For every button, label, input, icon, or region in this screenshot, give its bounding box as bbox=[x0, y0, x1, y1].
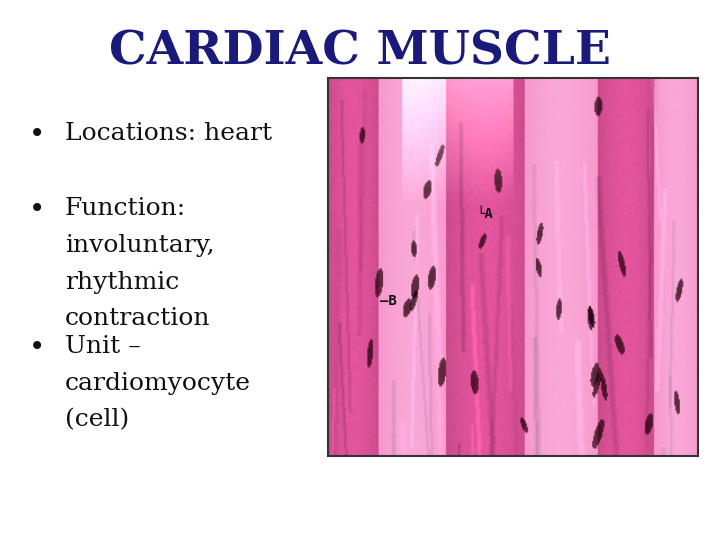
Text: CARDIAC MUSCLE: CARDIAC MUSCLE bbox=[109, 28, 611, 75]
Text: contraction: contraction bbox=[65, 307, 210, 330]
Text: –B: –B bbox=[379, 294, 396, 308]
Text: └A: └A bbox=[476, 207, 492, 221]
Text: Unit –: Unit – bbox=[65, 335, 140, 358]
Text: •: • bbox=[29, 122, 45, 148]
Text: rhythmic: rhythmic bbox=[65, 271, 179, 294]
Text: cardiomyocyte: cardiomyocyte bbox=[65, 372, 251, 395]
Text: (cell): (cell) bbox=[65, 408, 129, 431]
Text: Locations: heart: Locations: heart bbox=[65, 122, 272, 145]
Text: Function:: Function: bbox=[65, 197, 186, 220]
Text: •: • bbox=[29, 335, 45, 362]
Text: •: • bbox=[29, 197, 45, 224]
Text: involuntary,: involuntary, bbox=[65, 234, 215, 257]
